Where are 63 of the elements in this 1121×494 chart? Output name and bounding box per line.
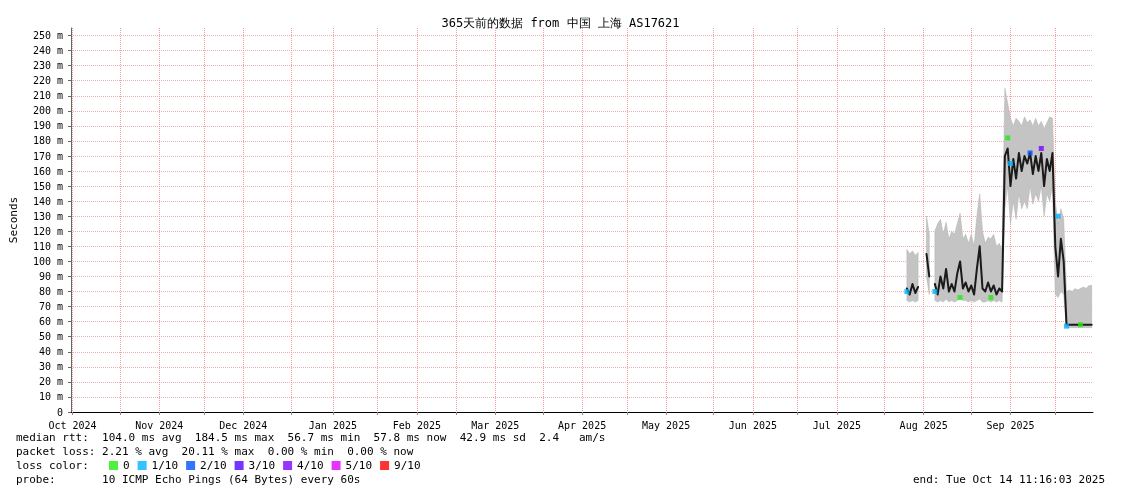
text: end: Tue Oct 14 11:16:03 2025 (912, 473, 1106, 486)
text: packet loss: 2.21 % avg 20.11 % max 0.00 % min 0.00 % now (16, 445, 414, 458)
x-tick-label: Nov 2024 (135, 419, 184, 431)
text: median rtt: 104.0 ms avg 184.5 ms max 56.7 ms min 57.8 ms now 42.9 ms sd 2.4 am/s (16, 431, 606, 444)
point (957, 295, 963, 301)
x-tick-label: Dec 2024 (219, 419, 268, 431)
text: probe: 10 ICMP Echo Pings (64 Bytes) every 60s (16, 473, 361, 486)
y-tick-label: 230 m (32, 60, 63, 72)
y-tick-label: 60 m (38, 316, 63, 328)
y-tick-label: 170 m (32, 150, 63, 162)
y-tick-label: 120 m (32, 225, 63, 237)
y-tick-label: 240 m (32, 45, 63, 57)
y-tick-label: 100 m (32, 255, 63, 267)
legend-label: 5/10 (345, 459, 373, 472)
y-tick-label: 160 m (32, 165, 63, 177)
y-tick-label: 140 m (32, 195, 63, 207)
legend-label: 9/10 (394, 459, 421, 472)
x-tick-label: Jun 2025 (728, 419, 777, 431)
point (1055, 213, 1061, 219)
legend-label: 2/10 (200, 459, 227, 472)
x-tick-label: Aug 2025 (899, 419, 948, 431)
point (904, 289, 910, 295)
legend-label: 4/10 (297, 459, 324, 472)
point (1077, 322, 1083, 328)
x-tick-label: Feb 2025 (392, 419, 441, 431)
point (1063, 323, 1069, 329)
y-tick-label: 30 m (38, 361, 63, 373)
chart-title: 365天前的数据 from 中国 上海 AS17621 (441, 16, 680, 30)
y-tick-label: 110 m (32, 240, 63, 252)
y-tick-label: 200 m (32, 105, 63, 117)
x-tick-label: Jan 2025 (308, 419, 357, 431)
y-tick-label: 210 m (32, 90, 63, 102)
x-tick-label: Mar 2025 (471, 419, 520, 431)
legend-label: 3/10 (248, 459, 276, 472)
x-tick-label: Sep 2025 (986, 419, 1035, 431)
point (932, 289, 938, 295)
y-tick-label: 0 (56, 406, 63, 418)
y-tick-label: 190 m (32, 120, 63, 132)
y-tick-label: 130 m (32, 210, 63, 222)
y-tick-label: 80 m (38, 286, 63, 298)
y-tick-label: 180 m (32, 135, 63, 147)
y-tick-label: 40 m (38, 346, 63, 358)
y-tick-label: 220 m (32, 75, 63, 87)
y-axis-title: Seconds (7, 196, 20, 244)
y-tick-label: 20 m (38, 376, 63, 388)
y-tick-label: 90 m (38, 270, 63, 282)
point (1007, 161, 1013, 167)
point (1027, 150, 1033, 156)
x-tick-label: Jul 2025 (812, 419, 861, 431)
x-tick-label: Oct 2024 (48, 419, 97, 431)
y-tick-label: 50 m (38, 331, 63, 343)
x-tick-label: May 2025 (642, 419, 691, 431)
legend-label: 1/10 (151, 459, 179, 472)
legend-label: 0 (123, 459, 130, 472)
point (988, 295, 994, 301)
x-tick-label: Apr 2025 (558, 419, 607, 431)
point (1005, 135, 1011, 141)
y-tick-label: 150 m (32, 180, 63, 192)
point (1038, 145, 1044, 151)
legend-title: loss color: (16, 459, 89, 472)
y-tick-label: 250 m (32, 30, 63, 42)
y-tick-label: 70 m (38, 301, 63, 313)
y-tick-label: 10 m (38, 391, 63, 403)
